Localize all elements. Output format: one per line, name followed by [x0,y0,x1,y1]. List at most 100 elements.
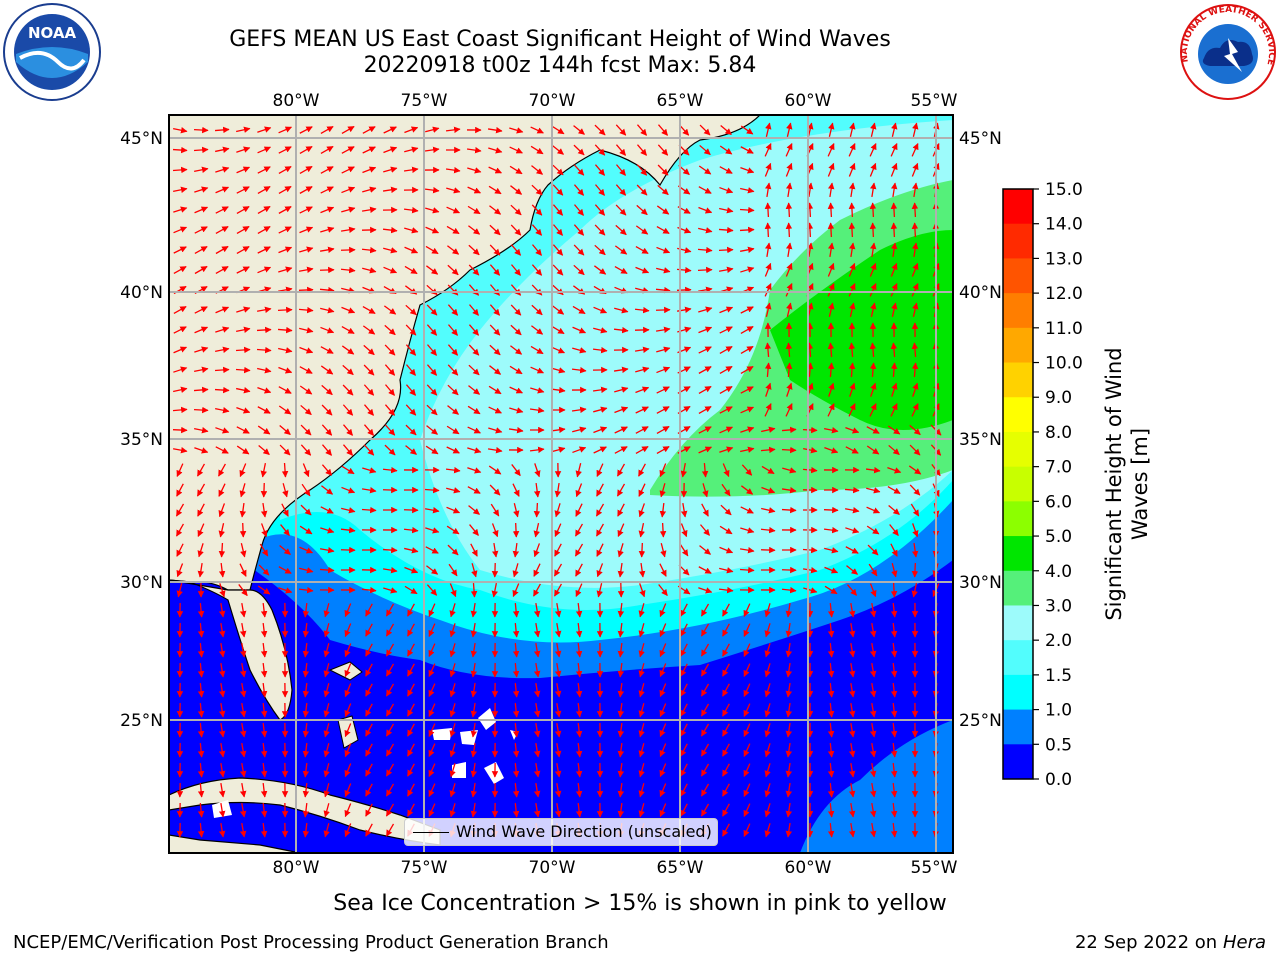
wave-arrow [194,447,209,454]
wave-arrow [659,683,667,698]
wave-arrow [533,602,541,618]
wave-arrow [827,262,835,277]
wave-arrow [869,242,877,258]
wave-arrow [173,186,188,193]
wave-arrow [869,362,877,378]
colorbar-tick-label: 6.0 [1045,492,1072,512]
wave-arrow [260,602,268,618]
wave-arrow [489,365,502,375]
wave-arrow [890,182,898,198]
wave-arrow [867,544,879,556]
wave-arrow [236,246,250,254]
colorbar-label: Significant Height of Wind Waves [m] [1102,347,1152,621]
wave-arrow [193,406,209,414]
wave-arrow [890,543,898,557]
wave-arrow [489,205,502,215]
wave-arrow [911,143,919,157]
wave-arrow [869,583,877,598]
wave-arrow [218,503,226,518]
wave-arrow [302,642,310,658]
wave-arrow [365,683,373,697]
wave-arrow [848,682,856,698]
wave-arrow [215,146,230,153]
wave-arrow [698,306,713,313]
wave-arrow [447,284,459,296]
wave-arrow [362,467,377,474]
wave-arrow [236,426,250,434]
wave-arrow [849,302,856,317]
wave-arrow [447,544,459,556]
wave-arrow [468,324,480,336]
wave-arrow [869,143,877,157]
wave-arrow [827,622,835,638]
wave-arrow [214,126,230,134]
lat-tick-right: 30°N [959,573,1002,593]
wave-arrow [361,246,377,254]
colorbar-tick-label: 0.0 [1045,770,1072,790]
wave-arrow [298,586,314,594]
wave-arrow [428,683,436,697]
wave-arrow [806,342,814,358]
wave-arrow [512,542,520,558]
wave-arrow [824,447,839,454]
wave-arrow [321,404,333,416]
colorbar-tick-label: 8.0 [1045,423,1072,443]
wave-arrow [489,264,501,276]
wave-arrow [470,622,478,638]
wave-arrow [298,306,314,314]
wave-arrow [278,366,293,374]
wave-arrow [173,206,188,213]
wave-arrow [911,342,919,358]
wave-arrow [299,385,313,395]
wave-arrow [764,723,771,738]
wave-arrow [848,702,856,718]
lat-tick-right: 40°N [959,283,1002,303]
wave-arrow [279,424,291,436]
wave-arrow [848,182,856,198]
wave-arrow [299,567,314,574]
wave-arrow [890,602,898,618]
wave-arrow [781,426,797,434]
wave-arrow [698,385,712,395]
wave-arrow [510,304,522,316]
wave-arrow [277,326,293,334]
wave-arrow [575,503,583,517]
wave-arrow [197,562,205,578]
wave-arrow [575,563,583,577]
wave-arrow [194,427,209,434]
wave-arrow [740,266,755,273]
wave-arrow [785,642,793,658]
wave-arrow [827,682,835,698]
wave-arrow [299,546,314,554]
wave-arrow [722,643,730,657]
wave-arrow [320,365,334,375]
wave-arrow [739,546,755,554]
wave-arrow [215,245,229,255]
wave-arrow [467,205,481,215]
wave-arrow [700,663,710,677]
wave-arrow [384,424,396,436]
wave-arrow [510,324,522,336]
wave-arrow [533,622,541,638]
wave-arrow [848,342,856,358]
wave-arrow [300,404,312,416]
wave-arrow [489,344,501,356]
wave-arrow [361,486,377,494]
wave-arrow [194,265,208,275]
wave-arrow [214,386,230,394]
wave-arrow [575,622,583,638]
wave-arrow [552,184,564,196]
wave-arrow [531,184,543,196]
wave-arrow [827,642,835,658]
wave-arrow [551,346,566,354]
wave-arrow [740,166,755,174]
wave-arrow [300,424,312,436]
wave-arrow [447,405,459,415]
wave-arrow [424,186,440,194]
wave-arrow [718,586,734,594]
wave-arrow [764,362,772,378]
wave-arrow [614,446,628,454]
wave-arrow [786,302,793,317]
wave-arrow [785,362,793,378]
wave-arrow [218,542,226,558]
